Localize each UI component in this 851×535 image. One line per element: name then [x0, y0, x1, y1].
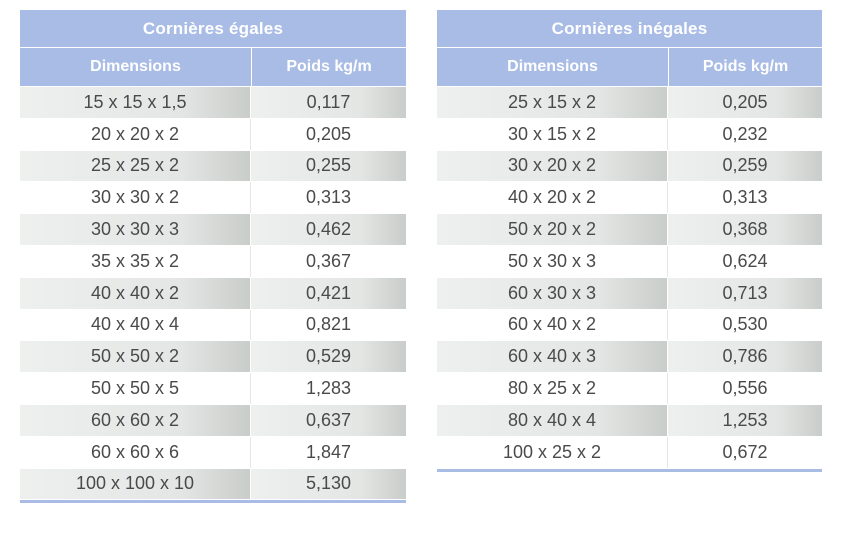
table-row: 60 x 40 x 3 0,786: [437, 341, 822, 373]
cell-dimensions: 60 x 40 x 3: [437, 341, 668, 373]
cell-weight: 0,368: [668, 214, 822, 245]
cell-weight: 0,637: [251, 404, 406, 436]
header-dimensions: Dimensions: [437, 48, 669, 86]
cell-weight: 1,253: [668, 404, 822, 436]
cell-weight: 0,421: [251, 277, 406, 309]
cell-dimensions: 50 x 20 x 2: [437, 214, 668, 245]
cell-dimensions: 60 x 60 x 2: [20, 404, 251, 436]
table-row: 30 x 20 x 2 0,259: [437, 150, 822, 183]
cell-dimensions: 30 x 20 x 2: [437, 150, 668, 182]
header-weight: Poids kg/m: [286, 58, 372, 75]
cell-weight: 0,205: [668, 87, 822, 118]
cell-weight: 0,624: [722, 250, 768, 271]
cell-dimensions: 40 x 40 x 4: [20, 309, 251, 341]
cell-dimensions: 20 x 20 x 2: [20, 118, 251, 150]
table-row: 100 x 100 x 10 5,130: [20, 468, 406, 501]
table-header: Dimensions Poids kg/m: [20, 48, 406, 86]
cell-weight: 0,462: [251, 214, 406, 245]
cell-weight: 0,313: [722, 187, 768, 208]
table-row: 35 x 35 x 2 0,367: [20, 245, 406, 278]
cell-weight: 0,205: [305, 123, 352, 144]
table-title: Cornières inégales: [437, 10, 822, 47]
table-body: 15 x 15 x 1,5 0,117 20 x 20 x 2 0,205 25 x 2…: [20, 87, 406, 500]
table-row: 20 x 20 x 2 0,205: [20, 118, 406, 151]
table-row: 50 x 50 x 2 0,529: [20, 341, 406, 373]
cell-dimensions: 15 x 15 x 1,5: [20, 87, 251, 118]
cell-weight: 0,259: [668, 150, 822, 182]
cell-weight: 0,255: [251, 150, 406, 182]
table-row: 60 x 40 x 2 0,530: [437, 309, 822, 342]
cell-weight: 0,786: [668, 341, 822, 373]
cell-weight: 0,530: [722, 314, 768, 335]
table-row: 30 x 15 x 2 0,232: [437, 118, 822, 151]
cell-weight: 0,313: [305, 187, 352, 208]
header-weight: Poids kg/m: [702, 58, 789, 75]
cell-dimensions: 25 x 25 x 2: [20, 150, 251, 182]
table-unequal-angles: Cornières inégales Dimensions Poids kg/m…: [437, 10, 822, 472]
cell-weight: 0,672: [722, 441, 768, 462]
table-row: 25 x 25 x 2 0,255: [20, 150, 406, 183]
cell-dimensions: 40 x 20 x 2: [437, 182, 668, 214]
table-row: 40 x 40 x 4 0,821: [20, 309, 406, 342]
cell-dimensions: 30 x 30 x 3: [20, 214, 251, 245]
cell-dimensions: 100 x 100 x 10: [20, 468, 251, 500]
cell-weight: 0,367: [305, 250, 352, 271]
cell-dimensions: 100 x 25 x 2: [437, 436, 668, 468]
table-header: Dimensions Poids kg/m: [437, 48, 822, 86]
table-row: 50 x 30 x 3 0,624: [437, 245, 822, 278]
table-body: 25 x 15 x 2 0,205 30 x 15 x 2 0,232 30 x 20 …: [437, 87, 822, 469]
cell-weight: 5,130: [251, 468, 406, 500]
cell-weight: 0,713: [668, 277, 822, 309]
table-row: 80 x 25 x 2 0,556: [437, 373, 822, 405]
cell-dimensions: 80 x 40 x 4: [437, 404, 668, 436]
cell-dimensions: 35 x 35 x 2: [20, 245, 251, 277]
cell-weight: 0,556: [722, 378, 768, 399]
table-row: 50 x 50 x 5 1,283: [20, 373, 406, 405]
cell-weight: 0,821: [305, 314, 352, 335]
cell-dimensions: 60 x 30 x 3: [437, 277, 668, 309]
cell-dimensions: 50 x 50 x 2: [20, 341, 251, 373]
cell-dimensions: 60 x 60 x 6: [20, 436, 251, 468]
table-row: 60 x 60 x 6 1,847: [20, 436, 406, 469]
header-dimensions: Dimensions: [20, 48, 252, 86]
table-row: 80 x 40 x 4 1,253: [437, 404, 822, 437]
cell-weight: 1,847: [305, 441, 352, 462]
cell-dimensions: 30 x 15 x 2: [437, 118, 668, 150]
table-row: 15 x 15 x 1,5 0,117: [20, 87, 406, 119]
table-row: 60 x 60 x 2 0,637: [20, 404, 406, 437]
cell-weight: 0,529: [251, 341, 406, 373]
cell-dimensions: 60 x 40 x 2: [437, 309, 668, 341]
table-row: 40 x 40 x 2 0,421: [20, 277, 406, 310]
table-title: Cornières égales: [20, 10, 406, 47]
cell-dimensions: 80 x 25 x 2: [437, 373, 668, 404]
cell-weight: 1,283: [305, 378, 352, 399]
cell-weight: 0,117: [251, 87, 406, 118]
cell-weight: 0,232: [722, 123, 768, 144]
table-row: 30 x 30 x 3 0,462: [20, 214, 406, 246]
table-row: 25 x 15 x 2 0,205: [437, 87, 822, 119]
table-row: 100 x 25 x 2 0,672: [437, 436, 822, 469]
table-row: 50 x 20 x 2 0,368: [437, 214, 822, 246]
table-row: 60 x 30 x 3 0,713: [437, 277, 822, 310]
table-row: 40 x 20 x 2 0,313: [437, 182, 822, 214]
cell-dimensions: 40 x 40 x 2: [20, 277, 251, 309]
cell-dimensions: 25 x 15 x 2: [437, 87, 668, 118]
table-row: 30 x 30 x 2 0,313: [20, 182, 406, 214]
cell-dimensions: 50 x 30 x 3: [437, 245, 668, 277]
table-equal-angles: Cornières égales Dimensions Poids kg/m 1…: [20, 10, 406, 504]
cell-dimensions: 50 x 50 x 5: [20, 373, 251, 404]
cell-dimensions: 30 x 30 x 2: [20, 182, 251, 214]
